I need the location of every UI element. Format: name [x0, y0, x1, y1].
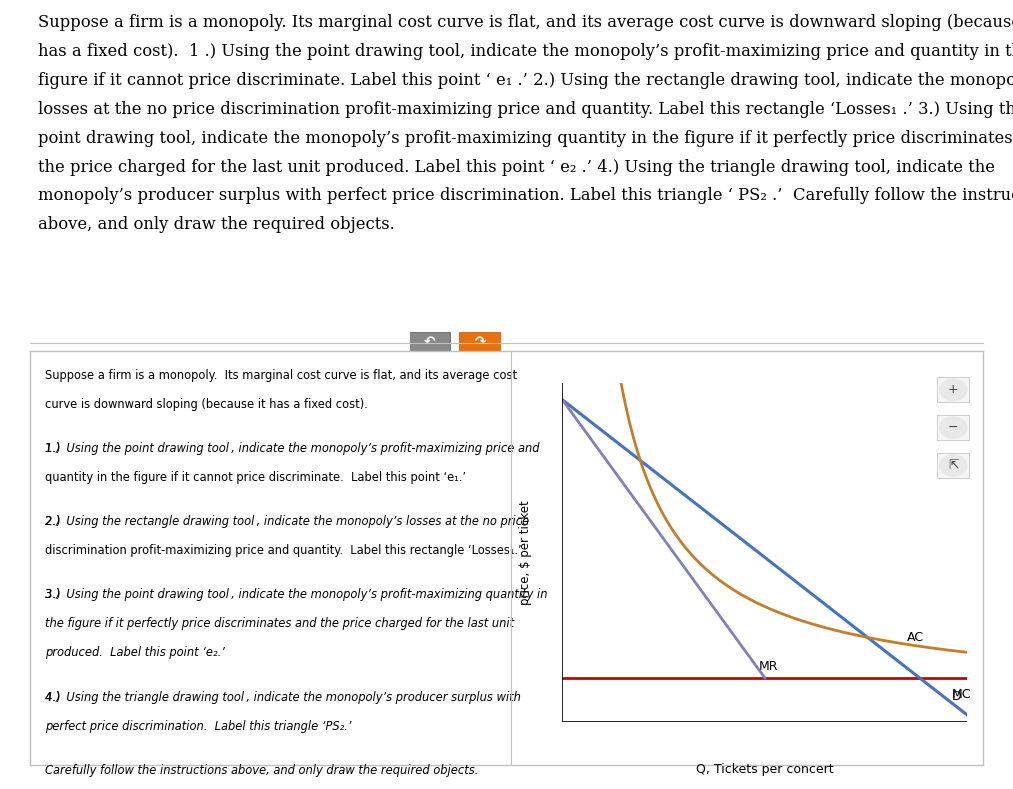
Text: quantity in the figure if it cannot price discriminate.  Label this point ‘e₁.’: quantity in the figure if it cannot pric… [45, 471, 466, 484]
Text: AC: AC [907, 631, 924, 644]
Text: 3.)  Using the point drawing tool , indicate the monopoly’s profit-maximizing qu: 3.) Using the point drawing tool , indic… [45, 589, 547, 601]
Text: ⇱: ⇱ [948, 459, 958, 472]
Circle shape [940, 380, 966, 400]
Text: discrimination profit-maximizing price and quantity.  Label this rectangle ‘Loss: discrimination profit-maximizing price a… [45, 544, 522, 557]
Text: 2.)  Using the rectangle drawing tool , indicate the monopoly’s losses at the no: 2.) Using the rectangle drawing tool , i… [45, 515, 529, 528]
Text: Suppose a firm is a monopoly.  Its marginal cost curve is flat, and its average : Suppose a firm is a monopoly. Its margin… [45, 368, 517, 382]
Text: 2.): 2.) [45, 515, 68, 528]
Text: MC: MC [952, 688, 971, 701]
Text: ↶: ↶ [423, 335, 436, 349]
Text: Carefully follow the instructions above, and only draw the required objects.: Carefully follow the instructions above,… [45, 764, 478, 777]
Text: 4.): 4.) [45, 690, 67, 704]
Circle shape [940, 417, 966, 438]
Text: price, $ per ticket: price, $ per ticket [520, 500, 532, 604]
Text: 3.): 3.) [45, 589, 68, 601]
Text: 1.): 1.) [45, 442, 67, 455]
Text: 4.)  Using the triangle drawing tool , indicate the monopoly’s producer surplus : 4.) Using the triangle drawing tool , in… [45, 690, 521, 704]
Text: +: + [948, 383, 958, 396]
FancyBboxPatch shape [408, 332, 451, 353]
Text: MR: MR [759, 660, 778, 673]
FancyBboxPatch shape [459, 332, 503, 353]
Text: Suppose a firm is a monopoly. Its marginal cost curve is flat, and its average c: Suppose a firm is a monopoly. Its margin… [38, 13, 1013, 234]
Text: the figure if it perfectly price discriminates and the price charged for the las: the figure if it perfectly price discrim… [45, 617, 514, 630]
Text: Q, Tickets per concert: Q, Tickets per concert [696, 763, 834, 776]
Text: 4.)  Using the triangle drawing tool , indicate the monopoly’s producer surplus : 4.) Using the triangle drawing tool , in… [45, 690, 521, 704]
Circle shape [940, 455, 966, 476]
Text: 2.)  Using the rectangle drawing tool , indicate the monopoly’s losses at the no: 2.) Using the rectangle drawing tool , i… [45, 515, 529, 528]
Text: curve is downward sloping (because it has a fixed cost).: curve is downward sloping (because it ha… [45, 398, 368, 410]
Text: produced.  Label this point ‘e₂.’: produced. Label this point ‘e₂.’ [45, 646, 225, 660]
Text: 1.)  Using the point drawing tool , indicate the monopoly’s profit-maximizing pr: 1.) Using the point drawing tool , indic… [45, 442, 539, 455]
Text: ↷: ↷ [475, 335, 486, 349]
Text: −: − [948, 421, 958, 434]
Text: D: D [952, 690, 961, 703]
Text: 1.)  Using the point drawing tool , indicate the monopoly’s profit-maximizing pr: 1.) Using the point drawing tool , indic… [45, 442, 539, 455]
Text: perfect price discrimination.  Label this triangle ‘PS₂.’: perfect price discrimination. Label this… [45, 720, 352, 732]
Text: 3.)  Using the point drawing tool , indicate the monopoly’s profit-maximizing qu: 3.) Using the point drawing tool , indic… [45, 589, 547, 601]
